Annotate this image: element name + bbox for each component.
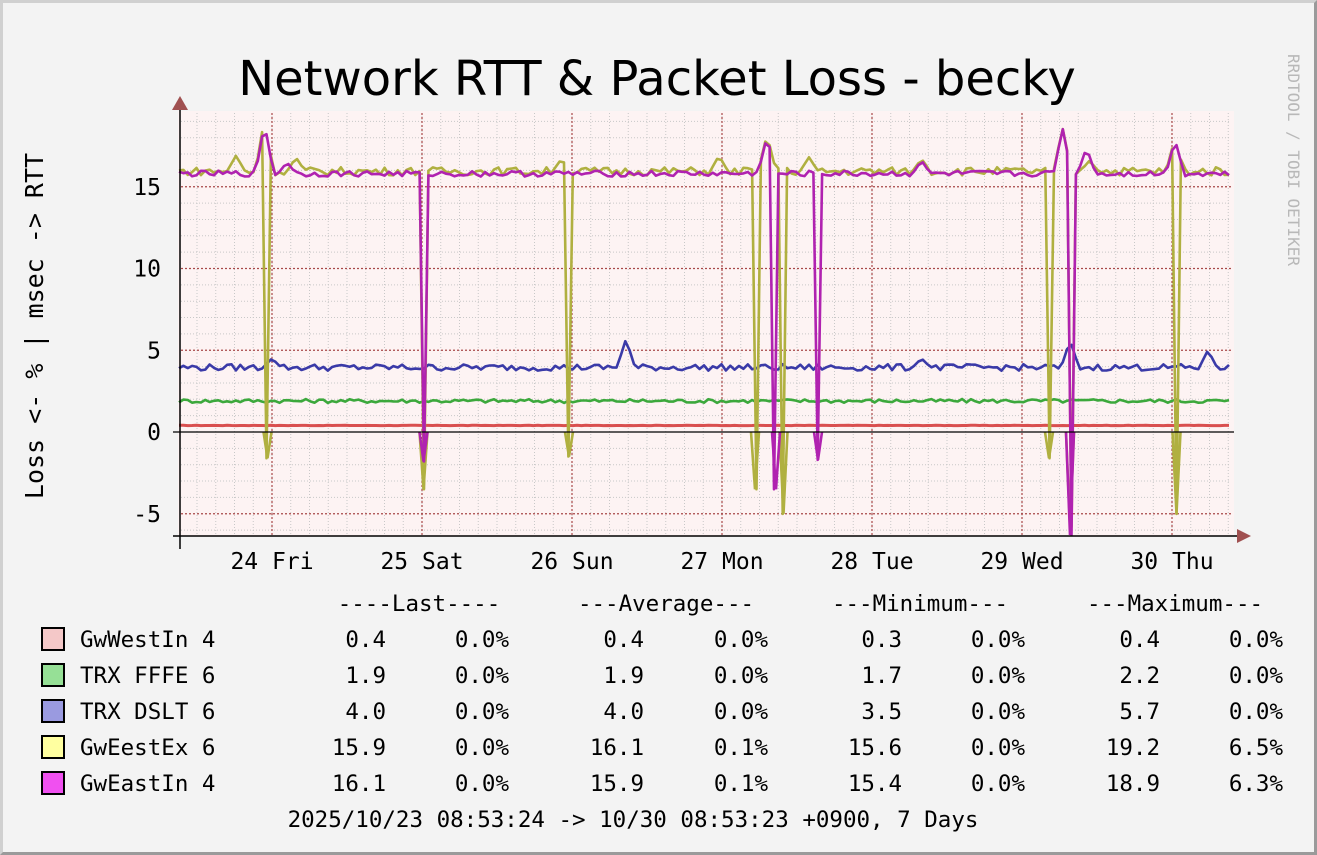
- loss-spike: [1064, 431, 1076, 536]
- legend-value: 6.3%: [1229, 771, 1284, 797]
- x-tick-label: 26 Sun: [530, 549, 613, 575]
- legend-value: 0.0%: [971, 627, 1026, 653]
- loss-spike: [1171, 431, 1182, 514]
- y-axis-label: Loss <- % | msec -> RTT: [20, 153, 49, 499]
- legend-value: 0.0%: [971, 735, 1026, 761]
- x-tick-label: 30 Thu: [1130, 549, 1213, 575]
- legend-value: 4.0: [603, 699, 644, 725]
- x-axis-arrow: [1237, 529, 1251, 543]
- rrd-chart: Network RTT & Packet Loss - becky Loss <…: [20, 51, 1303, 833]
- loss-spike: [563, 431, 575, 457]
- series-line: [178, 339, 1230, 372]
- axes: [172, 96, 1251, 549]
- legend-series-name: GwWestIn 4: [80, 627, 215, 653]
- x-tick-label: 28 Tue: [830, 549, 913, 575]
- legend-value: 0.4: [603, 627, 644, 653]
- legend-value: 0.0%: [971, 663, 1026, 689]
- legend-value: 3.5: [861, 699, 902, 725]
- loss-spike: [418, 431, 429, 462]
- y-tick-label: 0: [147, 420, 161, 446]
- legend-value: 0.0%: [1229, 663, 1284, 689]
- legend-header: ----Last----: [338, 591, 501, 617]
- legend-swatch: [41, 627, 65, 651]
- legend-value: 5.7: [1119, 699, 1160, 725]
- y-tick-label: -5: [133, 502, 161, 528]
- minor-grid: [181, 113, 1231, 536]
- legend-value: 18.9: [1106, 771, 1160, 797]
- x-tick-label: 25 Sat: [380, 549, 463, 575]
- legend-value: 0.0%: [455, 771, 510, 797]
- legend: ----Last---- ---Average--- ---Minimum--- --…: [41, 591, 1284, 797]
- loss-spike: [749, 431, 761, 490]
- legend-series-name: GwEestEx 6: [80, 735, 215, 761]
- loss-spike: [778, 431, 789, 514]
- series-line: [178, 127, 1230, 537]
- legend-header: ---Average---: [578, 591, 754, 617]
- tick-labels: 15 10 5 0 -5 24 Fri 25 Sat 26 Sun 27 Mon 28 Tue 29…: [133, 175, 1213, 575]
- legend-value: 0.0%: [455, 735, 510, 761]
- legend-swatch: [41, 663, 65, 687]
- legend-value: 16.1: [332, 771, 386, 797]
- legend-value: 0.0%: [455, 627, 510, 653]
- chart-title: Network RTT & Packet Loss - becky: [238, 51, 1076, 107]
- legend-series-name: TRX FFFE 6: [80, 663, 215, 689]
- legend-header: ---Minimum---: [832, 591, 1008, 617]
- y-tick-label: 5: [147, 338, 161, 364]
- y-axis-arrow: [172, 96, 188, 110]
- x-tick-label: 29 Wed: [980, 549, 1063, 575]
- y-tick-label: 15: [133, 175, 161, 201]
- legend-value: 1.9: [345, 663, 386, 689]
- loss-spike: [1043, 431, 1055, 459]
- legend-swatch: [41, 699, 65, 723]
- loss-spike: [262, 431, 273, 459]
- legend-series-name: TRX DSLT 6: [80, 699, 215, 725]
- legend-value: 0.0%: [971, 699, 1026, 725]
- legend-value: 0.3: [861, 627, 902, 653]
- loss-spike: [812, 431, 824, 460]
- legend-value: 0.1%: [714, 771, 769, 797]
- loss-spike: [770, 431, 782, 490]
- legend-value: 0.0%: [1229, 699, 1284, 725]
- legend-value: 15.9: [332, 735, 386, 761]
- legend-value: 0.0%: [1229, 627, 1284, 653]
- legend-value: 15.4: [848, 771, 902, 797]
- legend-value: 15.6: [848, 735, 902, 761]
- legend-swatch: [41, 735, 65, 759]
- legend-value: 6.5%: [1229, 735, 1284, 761]
- legend-series-name: GwEastIn 4: [80, 771, 215, 797]
- legend-value: 0.0%: [714, 663, 769, 689]
- legend-value: 1.7: [861, 663, 902, 689]
- x-tick-label: 27 Mon: [680, 549, 763, 575]
- legend-value: 15.9: [590, 771, 644, 797]
- legend-value: 0.4: [1119, 627, 1160, 653]
- time-range-footer: 2025/10/23 08:53:24 -> 10/30 08:53:23 +0…: [288, 807, 979, 833]
- y-tick-label: 10: [133, 257, 161, 283]
- legend-value: 0.4: [345, 627, 386, 653]
- legend-value: 19.2: [1106, 735, 1160, 761]
- legend-value: 2.2: [1119, 663, 1160, 689]
- legend-value: 16.1: [590, 735, 644, 761]
- legend-value: 0.0%: [714, 627, 769, 653]
- legend-value: 1.9: [603, 663, 644, 689]
- legend-value: 0.0%: [455, 699, 510, 725]
- x-tick-label: 24 Fri: [230, 549, 313, 575]
- legend-value: 0.1%: [714, 735, 769, 761]
- series-line: [178, 397, 1230, 405]
- legend-header: ---Maximum---: [1087, 591, 1263, 617]
- rrdtool-watermark: RRDTOOL / TOBI OETIKER: [1284, 54, 1303, 266]
- legend-value: 0.0%: [714, 699, 769, 725]
- series-layer: [178, 127, 1230, 537]
- legend-swatch: [41, 771, 65, 795]
- legend-value: 4.0: [345, 699, 386, 725]
- legend-value: 0.0%: [455, 663, 510, 689]
- legend-value: 0.0%: [971, 771, 1026, 797]
